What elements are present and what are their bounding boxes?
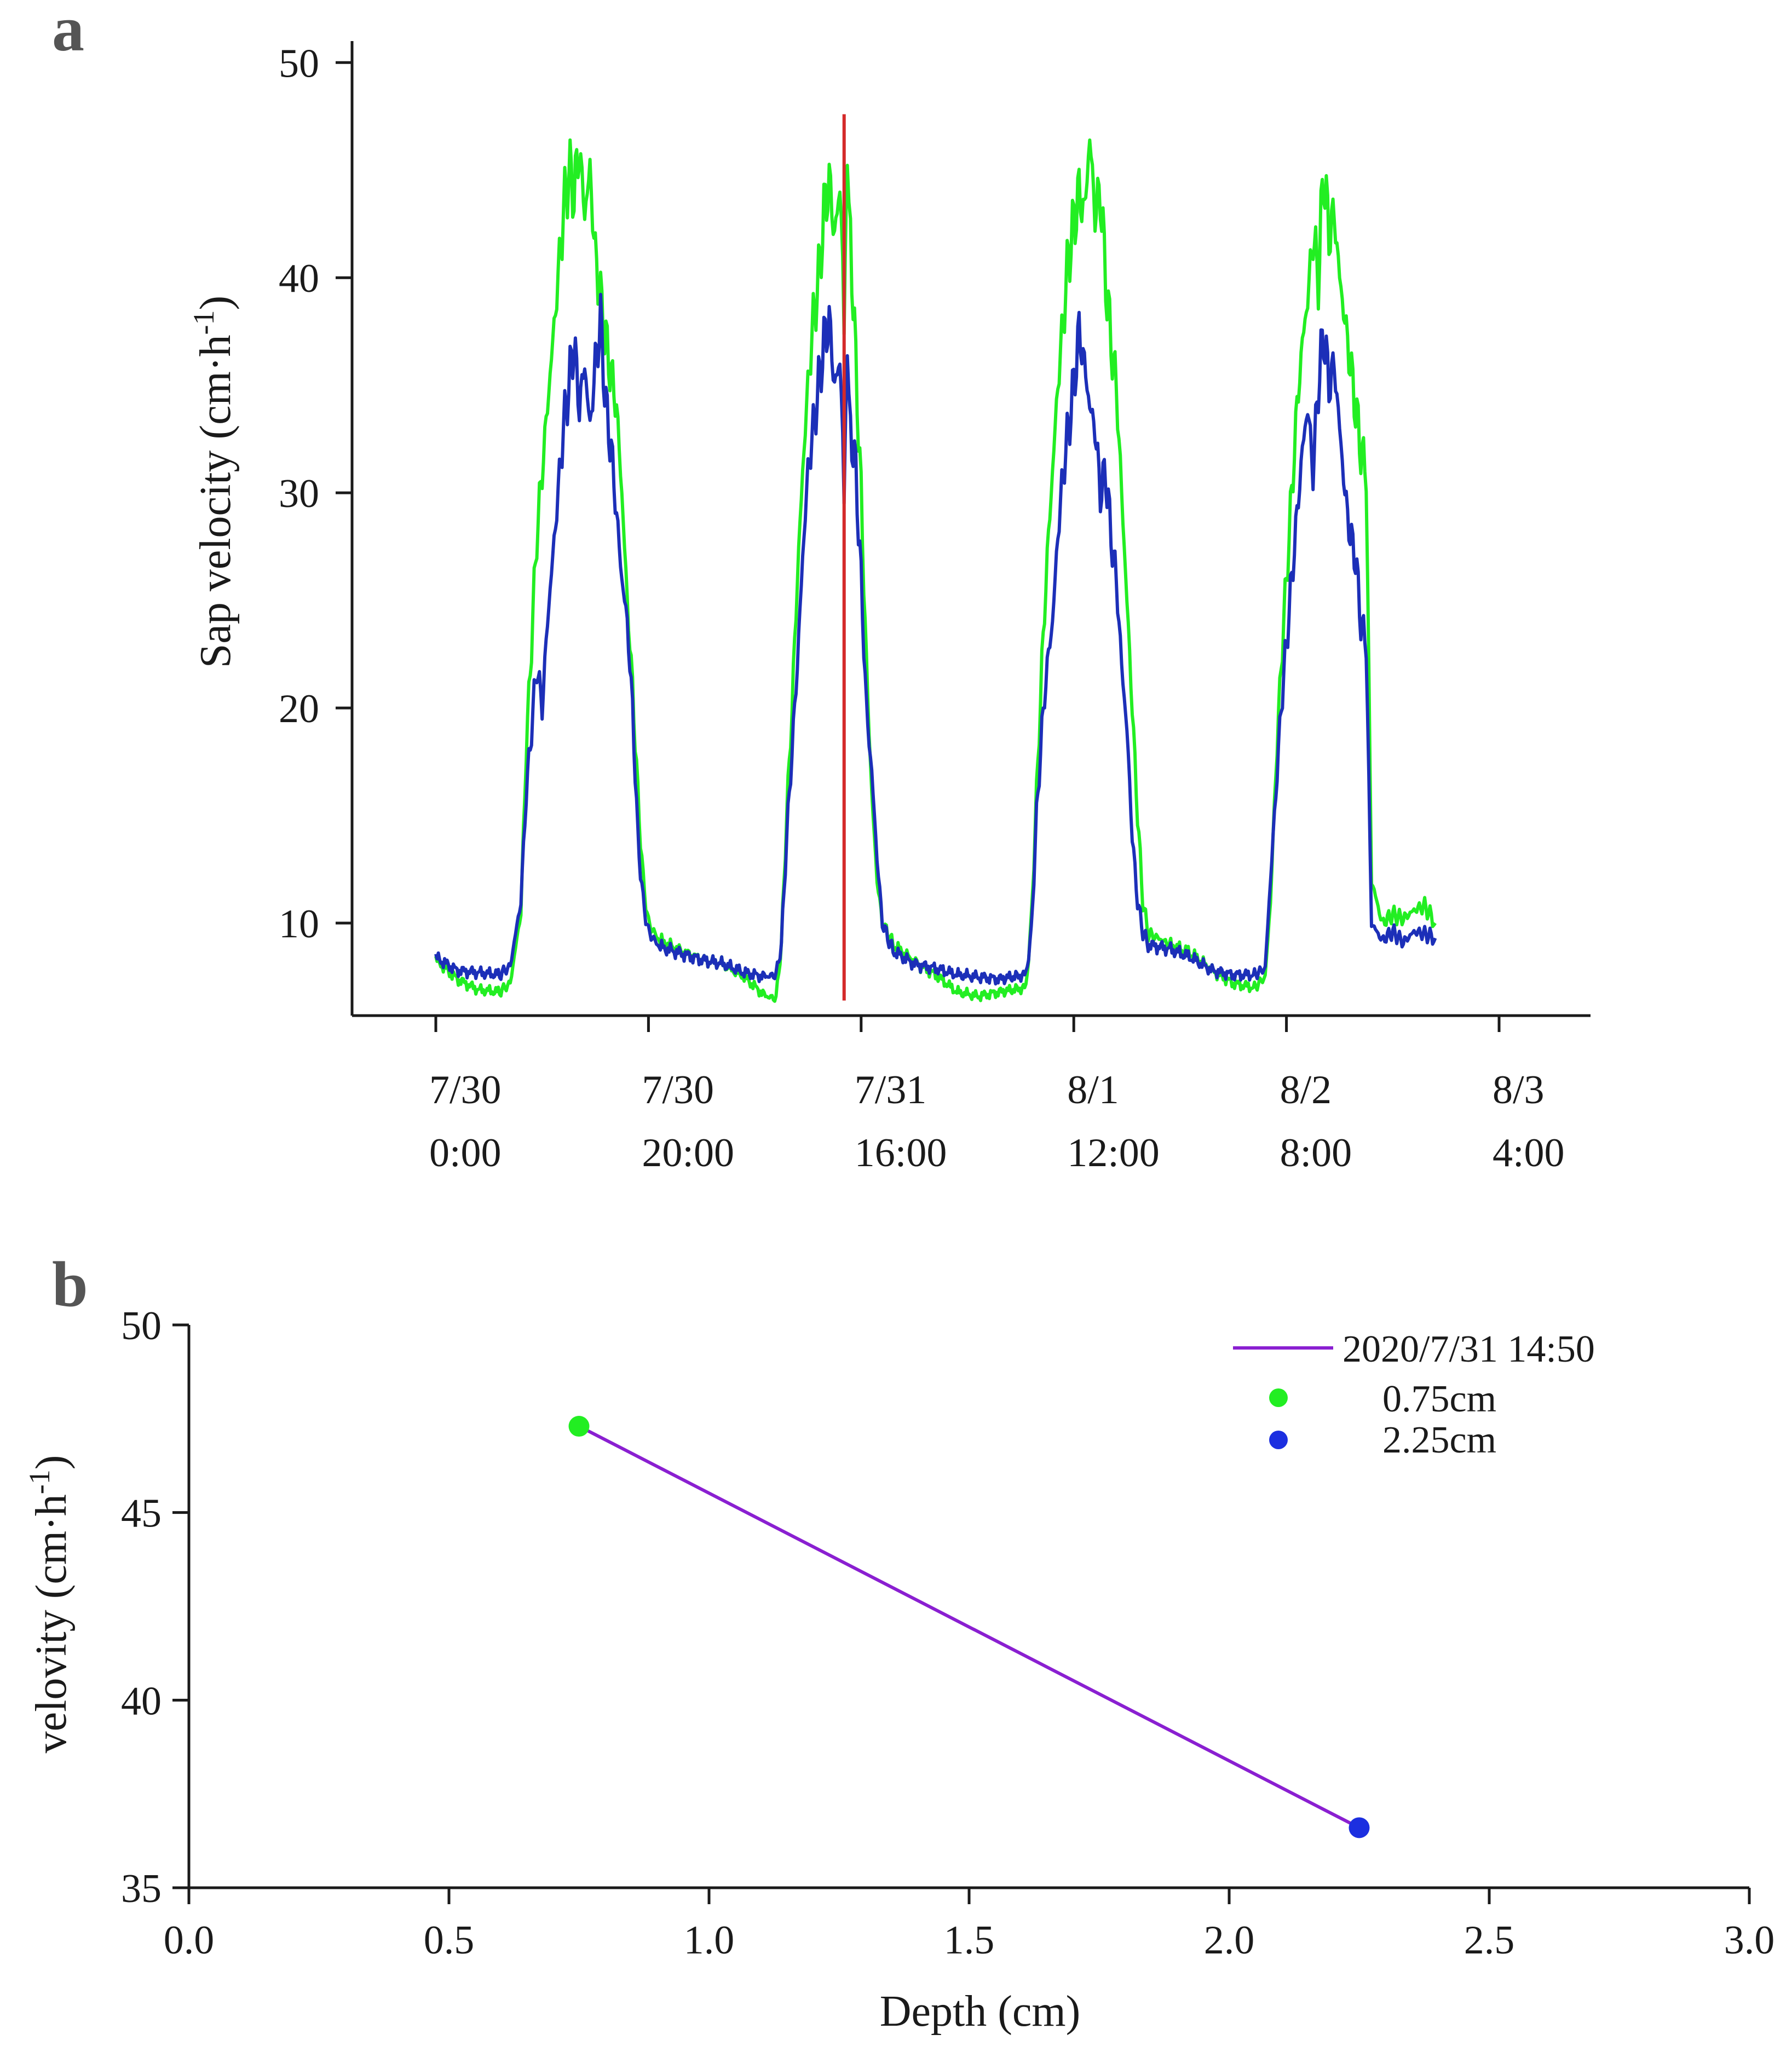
panel-a-x-tick-time: 0:00 — [429, 1131, 502, 1175]
panel-b-x-tick-label: 1.5 — [944, 1918, 995, 1963]
legend-marker-2-25cm — [1269, 1431, 1288, 1449]
panel-b-x-axis-title: Depth (cm) — [880, 1987, 1081, 2036]
panel-b-depth-velocity-chart: b 35 40 45 50 0.0 0.5 1.0 1.5 2.0 2.5 3.0 velovit… — [23, 1248, 1774, 2036]
panel-a-x-tick-date: 8/1 — [1067, 1068, 1119, 1113]
panel-a-series — [434, 138, 1437, 1003]
panel-a-x-tick-time: 16:00 — [855, 1131, 947, 1175]
data-point-0-75cm — [568, 1416, 590, 1437]
panel-b-letter: b — [52, 1248, 88, 1320]
panel-b-x-tick-label: 0.5 — [424, 1918, 475, 1963]
panel-b-y-tick-label: 40 — [121, 1679, 162, 1724]
panel-a-letter: a — [52, 0, 84, 65]
panel-b-y-title-sup: -1 — [23, 1469, 56, 1494]
panel-b-y-axis-title: velovity (cm·h-1) — [23, 1455, 76, 1754]
series-line-2-25cm — [434, 292, 1437, 986]
panel-b-y-tick-label: 50 — [121, 1304, 162, 1348]
panel-a-y-tick-label: 30 — [279, 471, 319, 516]
panel-b-x-ticks: 0.0 0.5 1.0 1.5 2.0 2.5 3.0 — [164, 1888, 1775, 1963]
panel-b-x-tick-label: 3.0 — [1724, 1918, 1775, 1963]
panel-a-y-axis-title: Sap velocity (cm·h-1) — [187, 296, 240, 668]
panel-b-plot — [568, 1416, 1370, 1838]
panel-a-y-ticks: 10 20 30 40 50 — [279, 41, 352, 947]
panel-a-sap-velocity-chart: a 10 20 30 40 50 7/30 0:00 7/30 20:00 7/31 16:00 8… — [52, 0, 1591, 1175]
legend-line-label: 2020/7/31 14:50 — [1342, 1328, 1595, 1370]
panel-b-legend: 2020/7/31 14:50 0.75cm 2.25cm — [1233, 1328, 1595, 1461]
panel-a-x-tick-time: 4:00 — [1493, 1131, 1565, 1175]
panel-b-y-tick-label: 45 — [121, 1491, 162, 1536]
panel-a-y-title-sup: -1 — [187, 310, 220, 335]
panel-b-x-tick-label: 2.0 — [1204, 1918, 1255, 1963]
panel-b-y-ticks: 35 40 45 50 — [121, 1304, 189, 1911]
series-line-0-75cm — [434, 138, 1437, 1003]
panel-b-trend-line — [578, 1425, 1360, 1830]
panel-a-x-tick-date: 8/3 — [1493, 1068, 1545, 1113]
panel-a-x-tick-date: 8/2 — [1280, 1068, 1332, 1113]
panel-a-y-tick-label: 10 — [279, 902, 319, 947]
panel-b-x-tick-label: 1.0 — [684, 1918, 735, 1963]
panel-a-y-tick-label: 40 — [279, 256, 319, 301]
panel-b-y-title-main: velovity (cm·h — [27, 1494, 76, 1753]
panel-b-y-tick-label: 35 — [121, 1866, 162, 1911]
panel-a-y-title-main: Sap velocity (cm·h — [192, 335, 240, 668]
legend-label-2-25cm: 2.25cm — [1382, 1419, 1496, 1461]
legend-marker-0-75cm — [1269, 1388, 1288, 1407]
panel-a-x-tick-date: 7/30 — [642, 1068, 714, 1113]
panel-b-x-tick-label: 0.0 — [164, 1918, 215, 1963]
panel-a-x-tick-date: 7/31 — [855, 1068, 927, 1113]
panel-b-y-title-tail: ) — [27, 1455, 76, 1470]
panel-a-x-tick-date: 7/30 — [429, 1068, 502, 1113]
legend-label-0-75cm: 0.75cm — [1382, 1378, 1496, 1420]
data-point-2-25cm — [1349, 1817, 1370, 1838]
panel-b-x-tick-label: 2.5 — [1464, 1918, 1515, 1963]
panel-a-y-title-tail: ) — [192, 296, 240, 310]
panel-a-x-tick-time: 8:00 — [1280, 1131, 1352, 1175]
panel-a-x-ticks: 7/30 0:00 7/30 20:00 7/31 16:00 8/1 12:00 8/2 8:0… — [429, 1016, 1565, 1175]
panel-a-x-tick-time: 12:00 — [1067, 1131, 1160, 1175]
panel-a-y-tick-label: 20 — [279, 687, 319, 731]
panel-a-y-tick-label: 50 — [279, 41, 319, 86]
panel-a-x-tick-time: 20:00 — [642, 1131, 734, 1175]
